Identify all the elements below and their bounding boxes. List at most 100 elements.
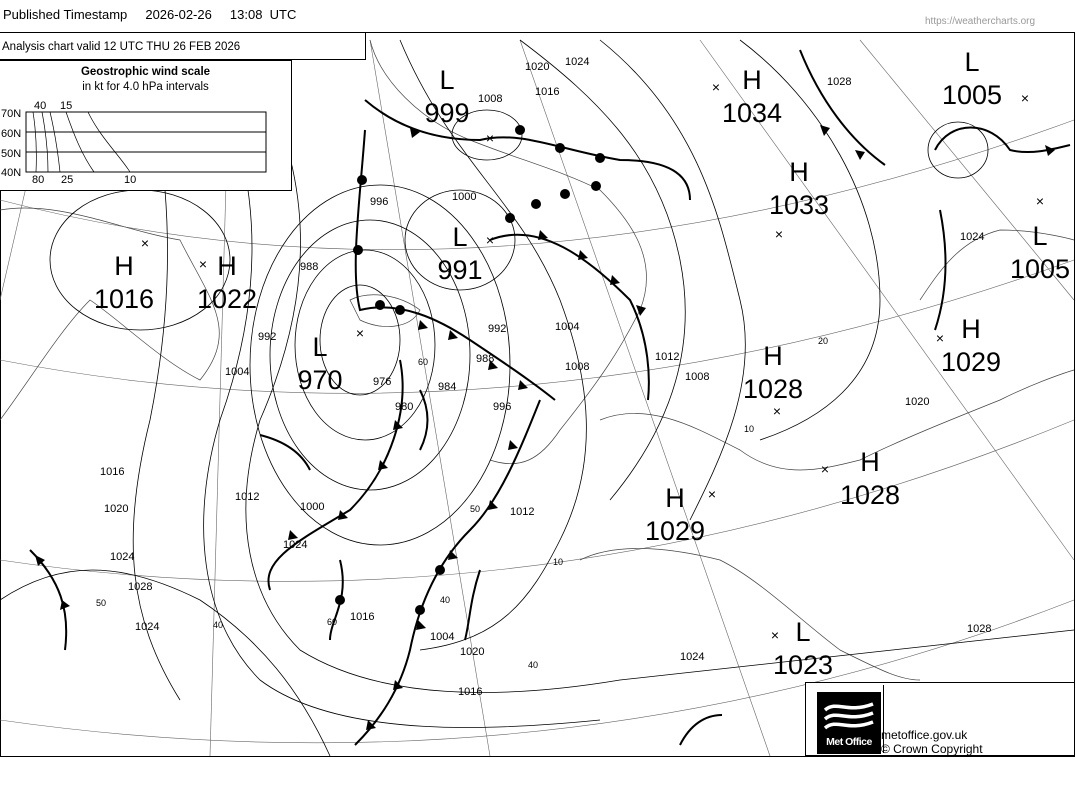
isobar-label: 1024 (283, 539, 307, 551)
center-type: H (114, 251, 134, 281)
isobar-label: 1024 (565, 56, 589, 68)
wind-scale-title: Geostrophic wind scale (80, 66, 211, 78)
latitude-label: 60 (327, 617, 337, 627)
lat-60n: 60N (1, 128, 21, 140)
lat-70n: 70N (1, 108, 21, 120)
scale-bottom-80: 80 (32, 174, 44, 186)
isobar-label: 988 (476, 353, 494, 365)
isobar-label: 1016 (350, 611, 374, 623)
center-type: H (789, 157, 809, 187)
lat-50n: 50N (1, 148, 21, 160)
met-office-logo: Met Office (811, 685, 884, 754)
latitude-label: 40 (440, 595, 450, 605)
isobar-label: 988 (300, 261, 318, 273)
center-pressure: 1016 (94, 284, 154, 314)
copyright: © Crown Copyright (881, 742, 983, 756)
isobar-label: 1024 (680, 651, 704, 663)
center-pressure: 1029 (941, 347, 1001, 377)
isobar-label: 1016 (535, 86, 559, 98)
center-pressure: 1028 (840, 480, 900, 510)
isobar-label: 1012 (655, 351, 679, 363)
center-pressure: 991 (437, 255, 482, 285)
published-date: 2026-02-26 (145, 7, 212, 22)
isobar-label: 1008 (565, 361, 589, 373)
isobar-label: 1000 (452, 191, 476, 203)
center-cross-icon: × (712, 79, 720, 95)
center-pressure: 1029 (645, 516, 705, 546)
center-pressure: 1005 (1010, 254, 1070, 284)
isobar-label: 996 (370, 196, 388, 208)
isobar-label: 980 (395, 401, 413, 413)
center-cross-icon: × (356, 325, 364, 341)
isobar-label: 1004 (225, 366, 249, 378)
isobar-label: 992 (488, 323, 506, 335)
published-label: Published Timestamp (3, 7, 128, 22)
center-cross-icon: × (199, 256, 207, 272)
isobar-label: 1024 (960, 231, 984, 243)
center-type: L (439, 65, 454, 95)
center-pressure: 970 (297, 365, 342, 395)
front-symbols (35, 125, 1055, 730)
center-cross-icon: × (486, 130, 494, 146)
isobar-label: 976 (373, 376, 391, 388)
isobar-label: 1024 (110, 551, 134, 563)
isobar-label: 1012 (510, 506, 534, 518)
geostrophic-wind-scale: Geostrophic wind scale in kt for 4.0 hPa… (0, 60, 292, 191)
latitude-label: 50 (96, 598, 106, 608)
center-cross-icon: × (821, 461, 829, 477)
latitude-label: 40 (213, 620, 223, 630)
scale-bottom-10: 10 (124, 174, 136, 186)
center-type: H (961, 314, 981, 344)
isobar-label: 984 (438, 381, 456, 393)
published-timestamp: Published Timestamp 2026-02-26 13:08 UTC (3, 7, 296, 22)
center-type: L (964, 47, 979, 77)
wind-scale-graph: 70N 60N 50N 40N 40 15 80 25 10 (1, 100, 267, 186)
logo-text: Met Office (826, 736, 872, 748)
center-type: H (860, 447, 880, 477)
waves-icon (823, 702, 874, 730)
scale-bottom-25: 25 (61, 174, 73, 186)
latitude-label: 10 (744, 424, 754, 434)
center-pressure: 999 (424, 98, 469, 128)
isobar-labels: 1020 1024 1016 1008 1028 1000 996 988 992 976 980 9… (96, 56, 991, 698)
isobar-label: 1028 (967, 623, 991, 635)
center-type: L (312, 332, 327, 362)
met-office-footer: Met Office metoffice.gov.uk © Crown Copy… (805, 682, 1075, 756)
center-type: H (217, 251, 237, 281)
center-pressure: 1022 (197, 284, 257, 314)
isobar-label: 1028 (827, 76, 851, 88)
isobar-label: 1020 (104, 503, 128, 515)
center-pressure: 1028 (743, 374, 803, 404)
isobar-label: 1008 (478, 93, 502, 105)
isobar-label: 1004 (555, 321, 579, 333)
isobar-label: 992 (258, 331, 276, 343)
center-type: H (742, 65, 762, 95)
isobar-label: 1024 (135, 621, 159, 633)
center-pressure: 1033 (769, 190, 829, 220)
center-cross-icon: × (936, 330, 944, 346)
source-url[interactable]: https://weathercharts.org (925, 16, 1036, 27)
center-cross-icon: × (486, 232, 494, 248)
isobar-label: 1020 (525, 61, 549, 73)
center-cross-icon: × (1036, 193, 1044, 209)
center-type: L (795, 617, 810, 647)
isobar-label: 1028 (128, 581, 152, 593)
scale-top-15: 15 (60, 100, 72, 112)
center-cross-icon: × (141, 235, 149, 251)
center-cross-icon: × (771, 627, 779, 643)
center-type: H (665, 483, 685, 513)
isobar-label: 1004 (430, 631, 454, 643)
center-cross-icon: × (1021, 90, 1029, 106)
site-link[interactable]: metoffice.gov.uk (881, 728, 968, 742)
center-pressure: 1023 (773, 650, 833, 680)
center-type: L (452, 222, 467, 252)
isobar-label: 1020 (460, 646, 484, 658)
